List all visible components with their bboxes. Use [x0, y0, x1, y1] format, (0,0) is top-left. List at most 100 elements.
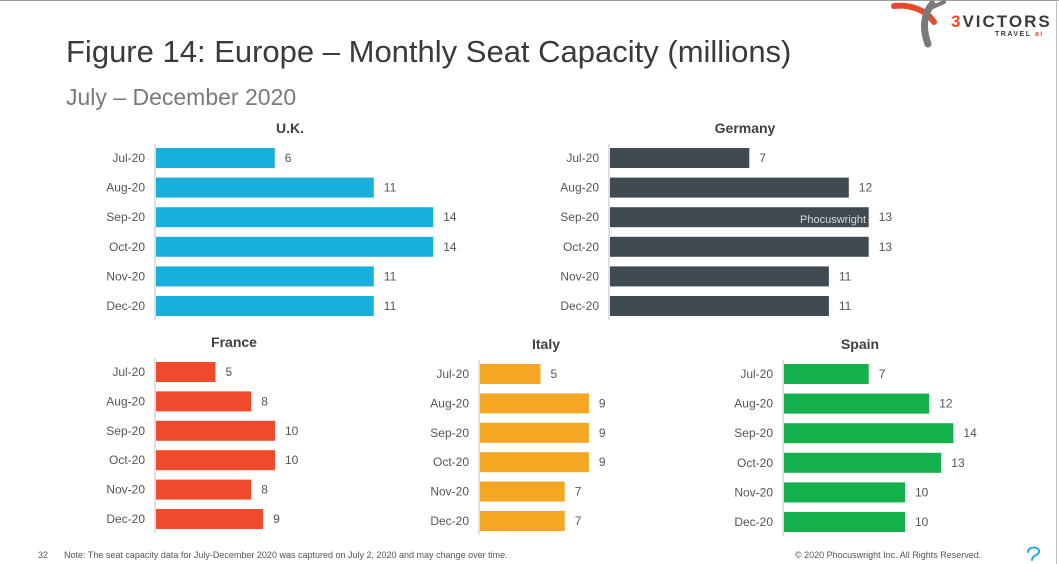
category-label: Jul-20: [566, 151, 599, 165]
data-label: 14: [963, 426, 977, 440]
category-label: Sep-20: [106, 424, 145, 438]
bar: [610, 177, 849, 198]
category-label: Oct-20: [563, 240, 599, 254]
bar: [480, 452, 589, 473]
data-label: 8: [261, 394, 268, 408]
data-label: 10: [285, 424, 299, 438]
chart-title-germany: Germany: [715, 120, 776, 136]
data-label: 8: [261, 483, 268, 497]
bar: [480, 511, 565, 531]
data-label: 11: [384, 181, 397, 195]
logo-wordmark-name: VICTORS: [962, 12, 1052, 31]
bar: [156, 391, 252, 412]
logo-wordmark: 3VICTORS: [951, 12, 1052, 32]
category-label: Aug-20: [430, 396, 469, 410]
category-label: Sep-20: [430, 426, 469, 440]
bar: [156, 236, 434, 257]
category-label: Oct-20: [109, 453, 145, 467]
copyright-text: © 2020 Phocuswright Inc. All Rights Rese…: [795, 550, 982, 560]
bar: [784, 482, 905, 503]
bar: [610, 266, 829, 287]
category-label: Nov-20: [106, 269, 145, 283]
chart-title-italy: Italy: [532, 336, 560, 352]
bar: [610, 236, 869, 257]
data-label: 6: [285, 151, 292, 165]
page-number: 32: [38, 550, 49, 560]
data-label: 7: [879, 367, 886, 381]
data-label: 7: [575, 485, 582, 499]
bar: [156, 148, 275, 168]
bar: [156, 296, 374, 316]
data-label: 5: [551, 367, 558, 381]
category-label: Aug-20: [560, 181, 599, 195]
category-label: Nov-20: [560, 269, 599, 283]
3victors-logo-icon: [891, 0, 946, 48]
category-label: Jul-20: [112, 151, 145, 165]
category-label: Sep-20: [106, 210, 145, 224]
data-label: 11: [384, 269, 397, 283]
category-label: Aug-20: [734, 397, 773, 411]
data-label: 13: [951, 456, 965, 470]
chart-title-u-k: U.K.: [276, 120, 304, 136]
chart-title-france: France: [211, 334, 257, 350]
bar: [610, 148, 750, 168]
page-title: Figure 14: Europe – Monthly Seat Capacit…: [66, 34, 792, 69]
bar: [610, 296, 829, 316]
bar: [480, 393, 589, 414]
category-label: Aug-20: [106, 181, 145, 195]
data-label: 13: [879, 210, 893, 224]
category-label: Sep-20: [560, 210, 599, 224]
bar: [156, 509, 264, 529]
data-label: 11: [384, 299, 397, 313]
data-label: 5: [226, 365, 233, 379]
bar: [480, 422, 589, 443]
watermark-text: Phocuswright: [800, 214, 866, 226]
category-label: Nov-20: [106, 483, 145, 497]
category-label: Oct-20: [433, 455, 469, 469]
data-label: 9: [599, 426, 606, 440]
category-label: Dec-20: [106, 512, 145, 526]
category-label: Aug-20: [106, 394, 145, 408]
category-label: Jul-20: [112, 365, 145, 379]
category-label: Dec-20: [734, 515, 773, 529]
data-label: 14: [443, 240, 457, 254]
bar: [156, 207, 434, 228]
bar: [784, 423, 954, 444]
chart-title-spain: Spain: [841, 336, 879, 352]
category-label: Jul-20: [436, 367, 469, 381]
data-label: 9: [599, 396, 606, 410]
bar: [784, 452, 942, 473]
logo-tagline-text: TRAVEL: [995, 31, 1032, 38]
category-label: Dec-20: [560, 299, 599, 313]
bar: [156, 362, 216, 382]
data-label: 12: [859, 181, 873, 195]
bar: [480, 364, 541, 384]
category-label: Dec-20: [430, 514, 469, 528]
logo-wordmark-number: 3: [951, 12, 963, 31]
data-label: 7: [759, 151, 766, 165]
bar: [156, 450, 275, 471]
data-label: 9: [273, 512, 280, 526]
data-label: 10: [915, 485, 929, 499]
page-subtitle: July – December 2020: [66, 84, 297, 110]
category-label: Dec-20: [106, 299, 145, 313]
data-label: 7: [575, 514, 582, 528]
data-label: 12: [939, 397, 953, 411]
category-label: Nov-20: [734, 485, 773, 499]
bar: [784, 364, 869, 384]
logo-tagline-ai: ai: [1034, 31, 1044, 38]
category-label: Oct-20: [737, 456, 773, 470]
category-label: Oct-20: [109, 240, 145, 254]
category-label: Sep-20: [734, 426, 773, 440]
bar: [156, 479, 252, 500]
bar: [610, 207, 869, 228]
bar: [156, 420, 275, 441]
data-label: 10: [915, 515, 929, 529]
bar: [156, 177, 374, 198]
footer-note: Note: The seat capacity data for July-De…: [64, 550, 508, 560]
data-label: 14: [443, 210, 457, 224]
bar: [156, 266, 374, 287]
bar: [784, 512, 905, 532]
data-label: 13: [879, 240, 893, 254]
